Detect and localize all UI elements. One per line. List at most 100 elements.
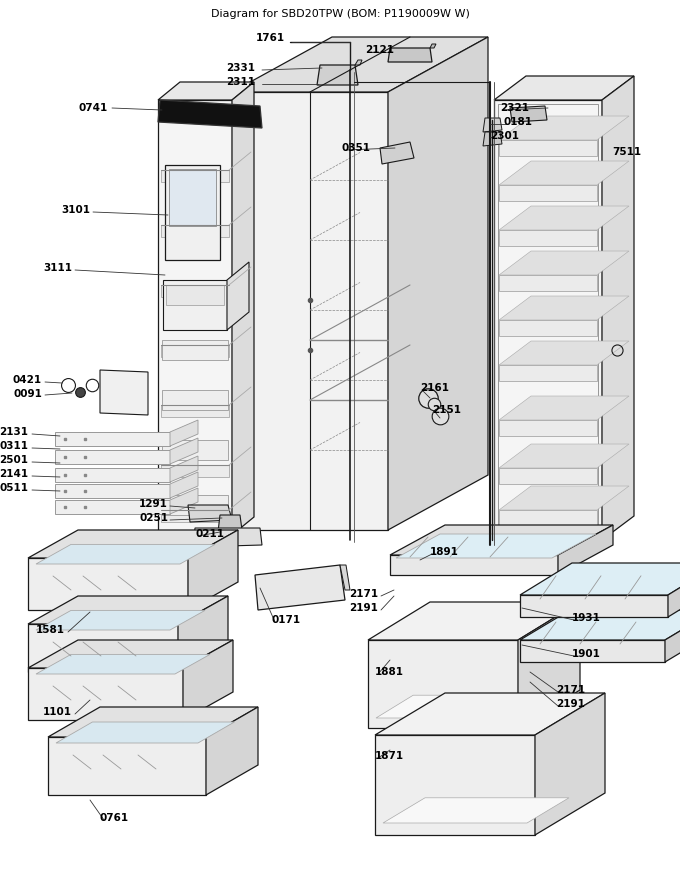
Polygon shape bbox=[499, 230, 597, 246]
Polygon shape bbox=[162, 440, 228, 460]
Polygon shape bbox=[376, 695, 547, 718]
Text: 2331: 2331 bbox=[226, 63, 255, 73]
Polygon shape bbox=[28, 558, 188, 610]
Bar bbox=[498, 104, 598, 536]
Polygon shape bbox=[317, 65, 358, 85]
Polygon shape bbox=[55, 500, 170, 514]
Polygon shape bbox=[483, 118, 502, 132]
Polygon shape bbox=[55, 450, 170, 464]
Polygon shape bbox=[499, 420, 597, 436]
Polygon shape bbox=[55, 432, 170, 446]
Text: 3101: 3101 bbox=[61, 205, 90, 215]
Polygon shape bbox=[158, 100, 232, 535]
Polygon shape bbox=[161, 225, 229, 237]
Polygon shape bbox=[499, 444, 629, 468]
Polygon shape bbox=[161, 405, 229, 417]
Polygon shape bbox=[499, 206, 629, 230]
Polygon shape bbox=[510, 106, 547, 122]
Polygon shape bbox=[499, 251, 629, 275]
Text: 1291: 1291 bbox=[139, 499, 168, 509]
Text: 1871: 1871 bbox=[375, 751, 404, 761]
Text: 1581: 1581 bbox=[36, 625, 65, 635]
Polygon shape bbox=[206, 707, 258, 795]
Polygon shape bbox=[36, 654, 210, 674]
Text: 2321: 2321 bbox=[500, 103, 529, 113]
Text: 0511: 0511 bbox=[0, 483, 28, 493]
Text: 2501: 2501 bbox=[0, 455, 28, 465]
Polygon shape bbox=[483, 132, 502, 146]
Polygon shape bbox=[499, 161, 629, 185]
Polygon shape bbox=[499, 510, 597, 526]
Polygon shape bbox=[100, 370, 148, 415]
Text: 7511: 7511 bbox=[612, 147, 641, 157]
Text: 0251: 0251 bbox=[139, 513, 168, 523]
Text: 2301: 2301 bbox=[490, 131, 519, 141]
Polygon shape bbox=[162, 340, 228, 360]
Text: 2191: 2191 bbox=[349, 603, 378, 613]
Polygon shape bbox=[499, 341, 629, 365]
Polygon shape bbox=[28, 596, 228, 624]
Text: 3111: 3111 bbox=[43, 263, 72, 273]
Polygon shape bbox=[162, 390, 228, 410]
Polygon shape bbox=[499, 185, 597, 201]
Polygon shape bbox=[218, 515, 242, 532]
Polygon shape bbox=[499, 320, 597, 336]
Polygon shape bbox=[255, 565, 345, 610]
Polygon shape bbox=[390, 525, 613, 555]
Polygon shape bbox=[161, 510, 229, 522]
Polygon shape bbox=[383, 797, 569, 823]
Polygon shape bbox=[170, 420, 198, 446]
Polygon shape bbox=[518, 602, 580, 728]
Polygon shape bbox=[499, 396, 629, 420]
Polygon shape bbox=[430, 44, 436, 48]
Polygon shape bbox=[170, 488, 198, 514]
Polygon shape bbox=[36, 610, 205, 630]
Polygon shape bbox=[178, 596, 228, 672]
Text: 2171: 2171 bbox=[556, 685, 585, 695]
Polygon shape bbox=[232, 92, 388, 530]
Polygon shape bbox=[602, 76, 634, 540]
Text: 0091: 0091 bbox=[13, 389, 42, 399]
Polygon shape bbox=[520, 610, 680, 640]
Polygon shape bbox=[28, 530, 238, 558]
Polygon shape bbox=[665, 610, 680, 662]
Bar bbox=[166, 285, 224, 305]
Polygon shape bbox=[28, 668, 183, 720]
Polygon shape bbox=[183, 640, 233, 720]
Polygon shape bbox=[340, 565, 350, 590]
Text: 0211: 0211 bbox=[195, 529, 224, 539]
Text: 2131: 2131 bbox=[0, 427, 28, 437]
Polygon shape bbox=[396, 534, 596, 558]
Polygon shape bbox=[499, 486, 629, 510]
Text: 1931: 1931 bbox=[572, 613, 601, 623]
Polygon shape bbox=[170, 456, 198, 482]
Polygon shape bbox=[55, 484, 170, 498]
Polygon shape bbox=[388, 48, 432, 62]
Text: 2171: 2171 bbox=[349, 589, 378, 599]
Text: 0741: 0741 bbox=[79, 103, 108, 113]
Polygon shape bbox=[170, 438, 198, 464]
Polygon shape bbox=[520, 640, 665, 662]
Polygon shape bbox=[232, 82, 254, 535]
Polygon shape bbox=[158, 100, 262, 128]
Text: 1101: 1101 bbox=[43, 707, 72, 717]
Polygon shape bbox=[232, 37, 488, 92]
Polygon shape bbox=[668, 563, 680, 617]
Polygon shape bbox=[390, 555, 558, 575]
Polygon shape bbox=[355, 60, 362, 65]
Text: 1901: 1901 bbox=[572, 649, 601, 659]
Polygon shape bbox=[499, 116, 629, 140]
Polygon shape bbox=[28, 624, 178, 672]
Text: 1761: 1761 bbox=[256, 33, 285, 43]
Polygon shape bbox=[163, 280, 227, 330]
Polygon shape bbox=[499, 275, 597, 291]
Polygon shape bbox=[161, 465, 229, 477]
Text: 2161: 2161 bbox=[420, 383, 449, 393]
Text: Diagram for SBD20TPW (BOM: P1190009W W): Diagram for SBD20TPW (BOM: P1190009W W) bbox=[211, 9, 469, 19]
Polygon shape bbox=[48, 737, 206, 795]
Polygon shape bbox=[36, 544, 215, 564]
Polygon shape bbox=[368, 640, 518, 728]
Polygon shape bbox=[165, 165, 220, 260]
Text: 2141: 2141 bbox=[0, 469, 28, 479]
Polygon shape bbox=[499, 140, 597, 156]
